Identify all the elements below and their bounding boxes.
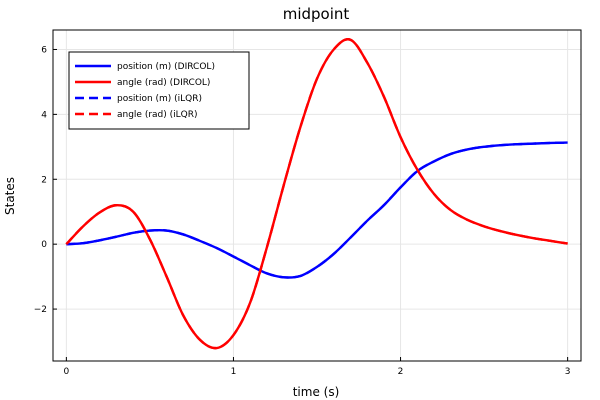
series-line-0 [66,141,568,279]
y-tick-label: 6 [41,45,47,55]
x-tick-label: 0 [63,367,69,377]
legend-label: angle (rad) (DIRCOL) [117,78,210,88]
y-axis-label: States [3,177,17,215]
y-tick-label: 0 [41,240,47,250]
legend-label: position (m) (DIRCOL) [117,62,215,72]
legend-label: angle (rad) (iLQR) [117,110,198,120]
chart-title: midpoint [283,5,350,23]
legend-label: position (m) (iLQR) [117,94,202,104]
series-line-2 [66,141,568,279]
x-tick-label: 1 [231,367,237,377]
series-lines [65,38,568,350]
x-tick-label: 2 [398,367,404,377]
tick-labels: 0 1 2 3 −2 0 2 4 6 [34,45,571,377]
x-tick-label: 3 [565,367,571,377]
legend: position (m) (DIRCOL) angle (rad) (DIRCOL… [68,51,250,130]
x-axis-label: time (s) [293,385,340,399]
plot-frame [52,29,582,362]
y-tick-label: 4 [41,110,47,120]
y-tick-label: −2 [34,305,47,315]
y-tick-label: 2 [41,175,47,185]
series-line-3 [65,38,568,350]
